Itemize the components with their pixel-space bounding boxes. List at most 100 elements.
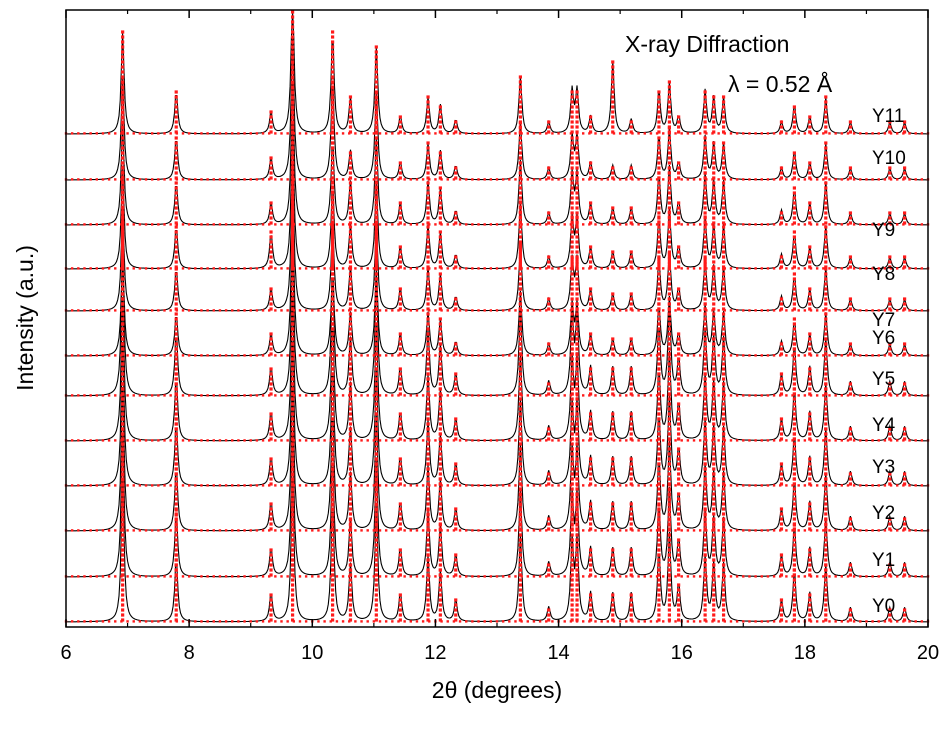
observed-point [409,354,412,357]
observed-point [766,223,770,226]
observed-point [588,307,593,311]
observed-point [588,507,593,511]
observed-point [657,512,661,516]
observed-point [657,497,661,501]
observed-point [304,575,308,578]
observed-point [729,223,733,226]
observed-point [261,620,265,623]
observed-point [290,382,295,386]
observed-point [570,477,574,481]
observed-point [677,206,681,210]
observed-point [329,529,332,532]
observed-point [588,618,593,622]
observed-point [657,322,661,326]
observed-point [822,575,825,578]
observed-point [144,223,148,226]
observed-point [495,354,499,357]
observed-point [677,332,681,336]
observed-point [779,553,784,557]
observed-point [721,337,726,341]
observed-point [290,543,295,547]
observed-point [677,512,681,516]
observed-point [174,517,178,521]
observed-point [174,507,178,511]
observed-point [824,457,828,461]
observed-point [269,211,273,215]
observed-point [588,352,593,356]
observed-point [896,439,899,442]
observed-point [331,322,335,326]
observed-point [824,287,828,291]
observed-point [426,245,430,249]
observed-point [174,151,178,155]
observed-point [809,575,813,578]
observed-point [89,484,92,487]
observed-point [489,439,493,442]
observed-point [348,407,353,411]
observed-point [667,492,671,496]
observed-point [269,618,273,622]
observed-point [518,327,522,331]
observed-point [896,267,899,270]
observed-point [808,613,812,617]
observed-point [703,527,707,531]
observed-point [657,201,661,205]
observed-point [649,354,653,357]
observed-point [495,529,499,532]
observed-point [575,512,579,516]
observed-point [551,439,554,442]
observed-point [398,563,402,567]
observed-point [824,538,828,542]
observed-point [174,477,178,481]
observed-point [657,472,661,476]
observed-point [824,618,828,622]
observed-point [114,575,117,578]
observed-point [667,583,671,587]
observed-point [588,608,593,612]
observed-point [629,382,633,386]
observed-point [477,575,480,578]
observed-point [354,484,357,487]
observed-point [903,517,907,521]
observed-point [575,442,579,446]
observed-point [331,176,335,180]
observed-point [290,427,295,431]
observed-point [721,211,726,215]
observed-point [657,282,661,286]
observed-point [575,563,579,567]
observed-point [563,223,566,226]
observed-point [304,223,308,226]
observed-point [174,452,178,456]
observed-point [348,367,353,371]
observed-point [374,242,378,246]
observed-point [398,553,402,557]
observed-point [570,146,574,150]
observed-point [398,206,402,210]
observed-point [440,223,443,226]
observed-point [703,412,707,416]
observed-point [723,394,727,397]
observed-point [721,216,726,220]
observed-point [174,171,178,175]
observed-point [667,136,671,140]
observed-point [667,191,671,195]
observed-point [331,297,335,301]
observed-point [712,437,716,441]
observed-point [458,529,462,532]
observed-point [721,245,726,249]
observed-point [175,484,179,487]
observed-point [174,312,178,316]
observed-point [290,598,295,602]
observed-point [438,558,442,562]
observed-point [808,255,812,259]
observed-point [426,171,430,175]
observed-point [518,522,522,526]
observed-point [703,322,707,326]
observed-point [121,230,125,234]
observed-point [174,412,178,416]
observed-point [174,497,178,501]
observed-point [426,146,430,150]
observed-point [903,347,907,351]
observed-point [846,529,850,532]
observed-point [121,397,125,401]
